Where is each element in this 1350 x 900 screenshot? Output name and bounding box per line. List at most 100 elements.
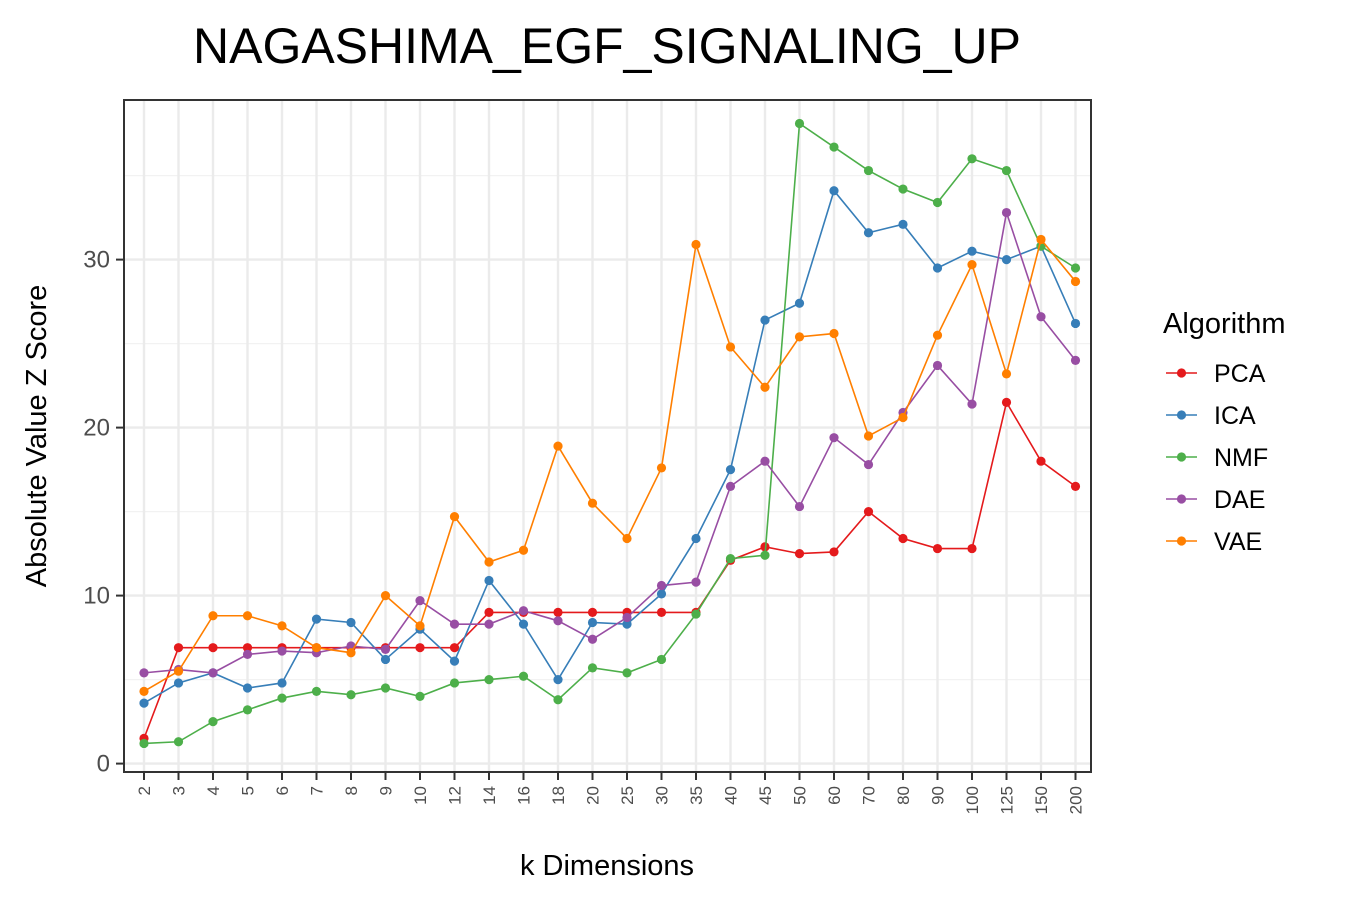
data-point-dae	[208, 668, 218, 678]
data-point-vae	[277, 621, 287, 631]
data-point-nmf	[311, 686, 322, 696]
data-point-nmf	[277, 693, 287, 703]
data-point-pca	[863, 507, 874, 517]
legend-key-point	[1176, 494, 1187, 504]
legend-key-point	[1176, 536, 1187, 546]
x-axis-title: k Dimensions	[520, 850, 694, 882]
x-tick-label: 35	[687, 786, 706, 805]
legend-label: PCA	[1214, 360, 1266, 388]
data-point-nmf	[794, 118, 805, 129]
data-point-dae	[829, 433, 839, 443]
data-point-ica	[1001, 255, 1012, 265]
data-point-pca	[967, 543, 977, 554]
data-point-ica	[725, 465, 736, 475]
x-tick-label: 18	[549, 786, 568, 805]
data-point-ica	[139, 698, 149, 708]
x-tick-label: 125	[998, 786, 1017, 814]
data-point-pca	[1001, 397, 1012, 407]
x-tick-label: 25	[618, 786, 637, 805]
data-point-nmf	[415, 691, 425, 702]
x-tick-label: 150	[1032, 786, 1051, 814]
x-tick-label: 60	[825, 786, 844, 805]
data-point-pca	[208, 643, 218, 653]
data-point-nmf	[484, 675, 494, 685]
legend-item-ica: ICA	[1166, 402, 1256, 430]
data-point-ica	[656, 589, 667, 599]
data-point-pca	[656, 607, 667, 618]
data-point-ica	[380, 654, 391, 665]
data-point-nmf	[518, 671, 529, 681]
x-tick-label: 20	[584, 786, 603, 805]
data-point-ica	[277, 678, 287, 688]
data-point-nmf	[656, 654, 667, 665]
series-line-pca	[143, 400, 1076, 739]
data-point-vae	[1070, 276, 1081, 287]
data-point-dae	[932, 360, 943, 371]
data-point-nmf	[622, 668, 632, 678]
data-point-vae	[967, 260, 977, 270]
data-point-vae	[173, 666, 184, 676]
series-pca	[139, 397, 1081, 744]
data-point-pca	[587, 607, 598, 618]
data-point-dae	[794, 501, 805, 512]
data-point-dae	[415, 596, 425, 606]
data-point-pca	[415, 643, 425, 653]
data-point-pca	[794, 549, 805, 559]
data-point-ica	[242, 683, 253, 693]
legend-label: ICA	[1214, 402, 1256, 430]
data-point-nmf	[587, 663, 598, 673]
data-point-vae	[553, 441, 563, 451]
data-point-ica	[587, 617, 598, 628]
data-point-pca	[1070, 481, 1081, 491]
x-tick-label: 4	[204, 786, 223, 795]
data-point-ica	[311, 614, 322, 624]
data-point-vae	[311, 643, 322, 653]
data-point-pca	[484, 607, 494, 618]
data-point-vae	[622, 533, 632, 544]
data-point-dae	[242, 649, 253, 660]
x-tick-label: 45	[756, 786, 775, 805]
legend-label: DAE	[1214, 486, 1265, 514]
data-point-pca	[242, 643, 253, 653]
data-point-ica	[691, 533, 701, 544]
data-point-ica	[173, 678, 184, 688]
data-point-nmf	[932, 197, 943, 208]
series-line-nmf	[143, 122, 1076, 745]
data-point-nmf	[863, 165, 874, 176]
data-point-dae	[1001, 207, 1012, 218]
series-vae	[139, 234, 1081, 696]
legend: Algorithm PCA ICA NMF DAE VAE	[1163, 308, 1286, 556]
x-tick-label: 5	[239, 786, 258, 795]
data-point-vae	[242, 611, 253, 621]
data-point-nmf	[242, 705, 253, 715]
x-tick-label: 8	[342, 786, 361, 795]
data-point-vae	[449, 512, 460, 522]
legend-item-pca: PCA	[1166, 360, 1266, 388]
chart-title: NAGASHIMA_EGF_SIGNALING_UP	[193, 18, 1021, 74]
data-point-vae	[346, 648, 356, 658]
plot-panel-border	[123, 99, 1092, 773]
y-tick-label: 30	[83, 247, 110, 274]
data-point-ica	[484, 575, 494, 586]
data-point-dae	[760, 456, 770, 466]
data-point-dae	[863, 459, 874, 470]
legend-label: NMF	[1214, 444, 1268, 472]
x-tick-label: 7	[308, 786, 327, 795]
data-point-vae	[829, 328, 839, 339]
data-point-vae	[760, 382, 770, 392]
data-point-dae	[725, 481, 736, 491]
y-tick-label: 0	[97, 751, 110, 778]
data-point-dae	[277, 646, 287, 656]
y-tick-label: 10	[83, 583, 110, 610]
x-tick-label: 14	[480, 786, 499, 805]
y-axis-title: Absolute Value Z Score	[21, 285, 53, 588]
legend-item-nmf: NMF	[1166, 444, 1268, 472]
x-tick-label: 90	[929, 786, 948, 805]
legend-key-point	[1176, 410, 1187, 420]
data-point-vae	[1036, 234, 1046, 245]
x-tick-label: 70	[860, 786, 879, 805]
data-point-dae	[656, 580, 667, 591]
legend-key-point	[1176, 452, 1187, 462]
